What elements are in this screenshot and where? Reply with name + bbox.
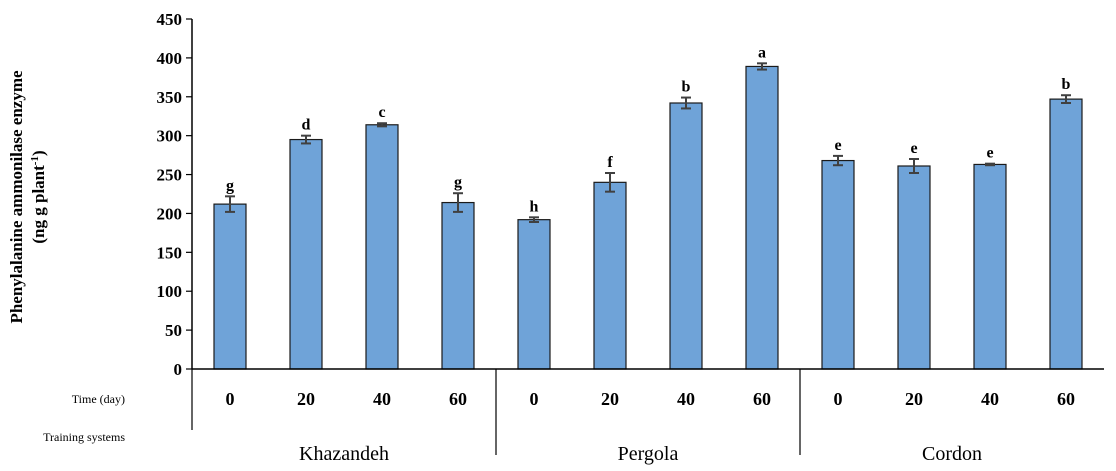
x-tick-label: 60	[753, 389, 771, 409]
bar	[897, 165, 931, 370]
bar	[1049, 98, 1083, 370]
significance-letter: a	[758, 44, 766, 61]
significance-letter: g	[226, 177, 234, 194]
bar	[441, 201, 475, 370]
y-axis-title-superscript: -1	[29, 156, 41, 165]
significance-letter: f	[607, 154, 613, 171]
y-axis-title-unit: (ng g plant	[29, 165, 48, 244]
bar	[593, 181, 627, 370]
bar	[365, 124, 399, 370]
significance-letter: g	[454, 174, 462, 191]
significance-letter: e	[986, 145, 993, 162]
significance-letter: b	[1062, 76, 1071, 93]
bar	[289, 138, 323, 370]
y-axis-title-line2: (ng g plant-1)	[29, 150, 48, 243]
significance-letter: e	[910, 140, 917, 157]
y-axis-title-close: )	[29, 150, 48, 156]
y-tick-label: 400	[157, 49, 183, 68]
time-row-label: Time (day)	[72, 392, 125, 406]
y-axis: 0 50 100 150 200 250 300 350 400 450	[157, 10, 193, 379]
group-label: Pergola	[618, 443, 679, 465]
significance-letter: c	[378, 104, 385, 121]
x-tick-label: 40	[677, 389, 695, 409]
bar	[821, 159, 855, 370]
bar	[745, 65, 779, 370]
bar	[517, 219, 551, 370]
bars: g d c g h f b a e e e b	[213, 44, 1083, 370]
y-tick-label: 0	[174, 360, 183, 379]
x-axis: 0 20 40 60 Khazandeh 0 20 40 60 Pergola 0 20 40 60 Cor…	[191, 368, 1104, 465]
y-tick-label: 100	[157, 282, 183, 301]
y-tick-label: 450	[157, 10, 183, 29]
x-tick-label: 60	[449, 389, 467, 409]
y-tick-label: 250	[157, 166, 183, 185]
x-tick-label: 0	[226, 389, 235, 409]
x-tick-label: 40	[981, 389, 999, 409]
bar	[213, 203, 247, 370]
y-tick-label: 50	[165, 321, 182, 340]
significance-letter: h	[530, 198, 539, 215]
y-axis-title: Phenylalanine ammonilase enzyme (ng g pl…	[7, 70, 48, 324]
bar	[973, 163, 1007, 370]
significance-letter: e	[834, 137, 841, 154]
x-tick-label: 0	[530, 389, 539, 409]
y-tick-label: 300	[157, 127, 183, 146]
x-tick-label: 60	[1057, 389, 1075, 409]
group-label: Cordon	[922, 443, 982, 465]
significance-letter: d	[302, 117, 311, 134]
group-label: Khazandeh	[299, 443, 389, 465]
x-tick-label: 0	[834, 389, 843, 409]
bar	[669, 102, 703, 370]
x-tick-label: 40	[373, 389, 391, 409]
training-row-label: Training systems	[43, 430, 125, 444]
y-axis-title-line1: Phenylalanine ammonilase enzyme	[7, 70, 26, 324]
x-tick-label: 20	[297, 389, 315, 409]
y-tick-label: 150	[157, 243, 183, 262]
significance-letter: b	[682, 79, 691, 96]
x-tick-label: 20	[601, 389, 619, 409]
y-tick-label: 200	[157, 204, 183, 223]
x-tick-label: 20	[905, 389, 923, 409]
y-tick-label: 350	[157, 88, 183, 107]
